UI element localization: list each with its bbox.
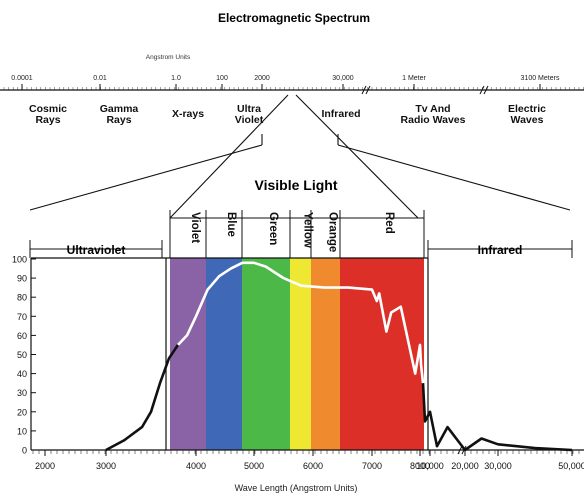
region-label: Radio Waves: [401, 114, 466, 126]
sensitivity-curve-light: [177, 261, 425, 384]
y-tick-label: 90: [17, 274, 27, 284]
region-label: Waves: [511, 114, 544, 126]
top-tick-label: 0.01: [93, 75, 107, 82]
y-tick-label: 100: [12, 255, 27, 265]
y-tick-label: 20: [17, 407, 27, 417]
axis-break-marks: [361, 85, 489, 95]
x-tick-label: 7000: [362, 461, 382, 471]
region-headers: [29, 240, 573, 258]
color-band-labels: Violet Blue Green Yellow Orange Red: [169, 210, 425, 258]
y-tick-label: 60: [17, 331, 27, 341]
infrared-label: Infrared: [478, 243, 523, 257]
x-tick-label: 2000: [35, 461, 55, 471]
top-tick-label: 2000: [254, 75, 270, 82]
x-tick-label: 4000: [186, 461, 206, 471]
top-tick-label: 3100 Meters: [521, 75, 560, 82]
x-tick-label: 6000: [303, 461, 323, 471]
band-label: Blue: [225, 212, 237, 237]
y-tick-label: 10: [17, 426, 27, 436]
color-band-green: [242, 258, 290, 450]
band-label: Yellow: [302, 212, 314, 248]
top-tick-label: 0.0001: [11, 75, 33, 82]
color-band-violet: [170, 258, 206, 450]
color-bands: [170, 258, 424, 450]
region-label: Electric: [508, 103, 546, 115]
band-label: Red: [383, 212, 395, 234]
visible-range-projection: [29, 94, 571, 219]
region-label: Rays: [106, 114, 131, 126]
visible-light-title: Visible Light: [255, 177, 338, 193]
top-tick-label: 100: [216, 75, 228, 82]
y-tick-label: 0: [22, 446, 27, 456]
band-label: Violet: [189, 212, 201, 243]
x-tick-label: 50,000: [558, 461, 584, 471]
color-band-orange: [311, 258, 340, 450]
x-tick-label: 20,000: [451, 461, 479, 471]
region-label: Ultra: [237, 103, 261, 115]
ultraviolet-label: Ultraviolet: [67, 243, 126, 257]
y-tick-label: 80: [17, 293, 27, 303]
x-tick-label: 8000: [410, 461, 430, 471]
region-label: Cosmic: [29, 103, 67, 115]
y-tick-label: 50: [17, 350, 27, 360]
region-label: Infrared: [321, 108, 360, 120]
y-tick-label: 70: [17, 312, 27, 322]
scale-caption: Angstrom Units: [146, 54, 191, 61]
top-tick-label: 1 Meter: [402, 75, 426, 82]
x-tick-label: 3000: [96, 461, 116, 471]
color-band-yellow: [290, 258, 311, 450]
region-label: Tv And: [415, 103, 450, 115]
y-tick-label: 40: [17, 369, 27, 379]
x-tick-label: 10,000: [416, 461, 444, 471]
diagram-title: Electromagnetic Spectrum: [218, 11, 370, 25]
x-axis-label: Wave Length (Angstrom Units): [235, 483, 358, 493]
region-label: Rays: [35, 114, 60, 126]
y-tick-label: 30: [17, 388, 27, 398]
x-tick-label: 5000: [244, 461, 264, 471]
sensitivity-curve-dark: [105, 344, 573, 452]
band-label: Orange: [327, 212, 339, 252]
top-tick-label: 30,000: [332, 75, 354, 82]
top-tick-label: 1.0: [171, 75, 181, 82]
top-scale-ticks: 0.0001 0.01 1.0 100 2000 30,000 1 Meter 3100 Me…: [3, 75, 584, 90]
region-label: Gamma: [100, 103, 139, 115]
region-label: X-rays: [172, 108, 204, 120]
color-band-blue: [206, 258, 242, 450]
x-tick-label: 30,000: [484, 461, 512, 471]
x-axis-minor-ticks: [32, 450, 580, 454]
region-label: Violet: [235, 114, 264, 126]
band-label: Green: [267, 212, 279, 245]
